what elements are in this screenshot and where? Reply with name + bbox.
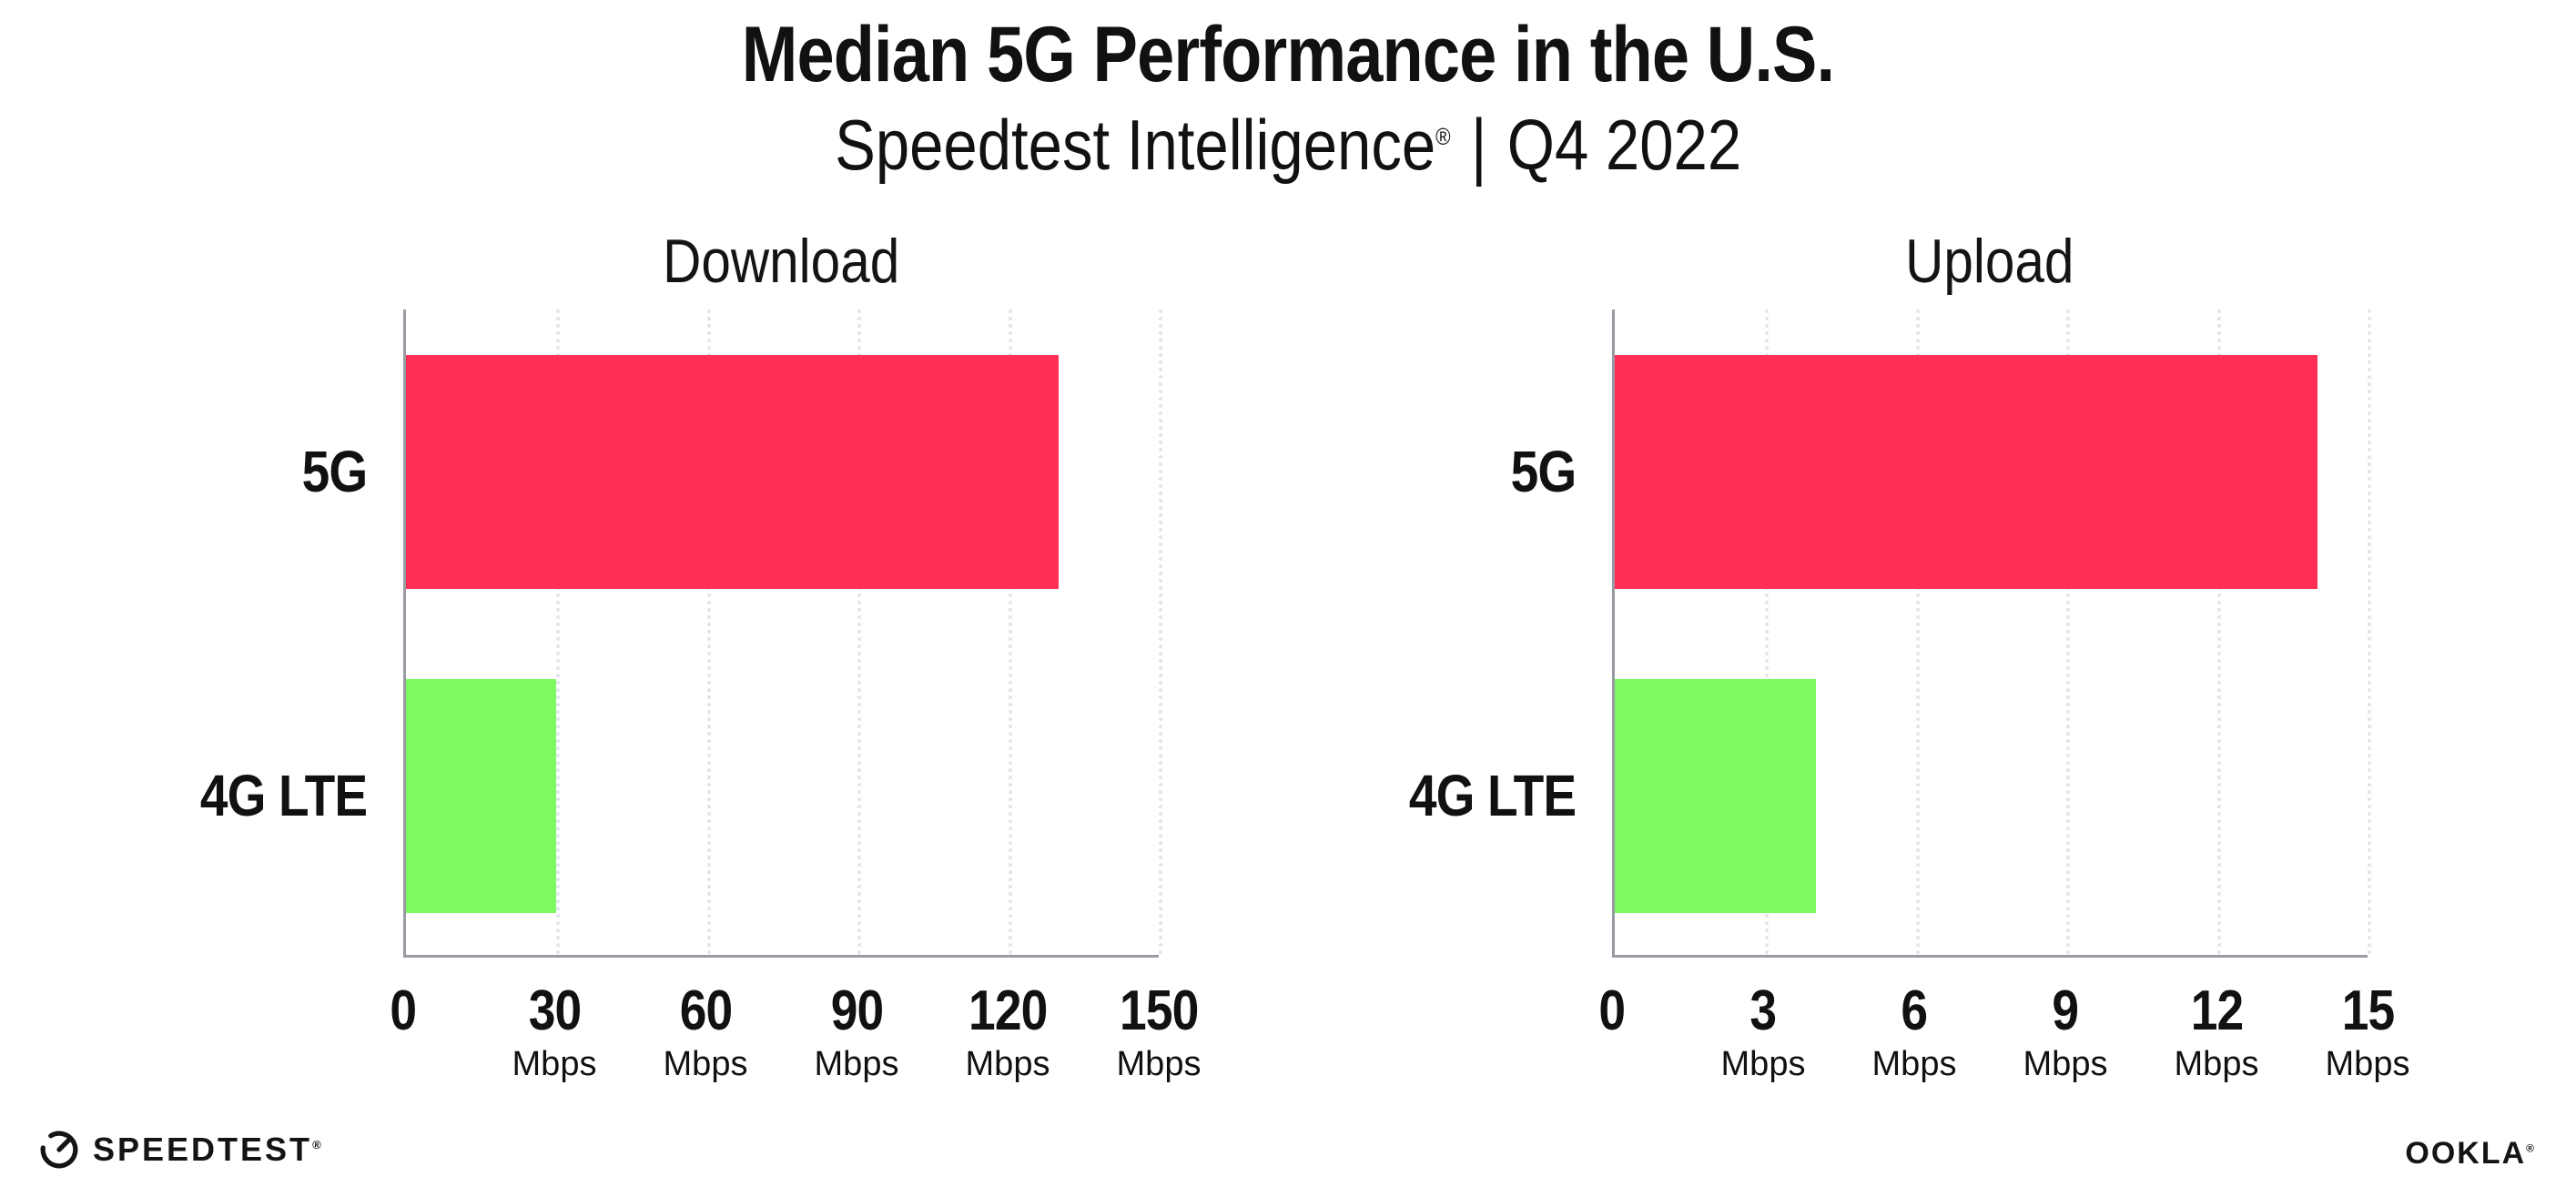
tick-value: 6 (1814, 981, 2014, 1040)
tick-value: 30 (454, 981, 654, 1040)
tick-value: 3 (1663, 981, 1863, 1040)
tick-value-text: 15 (2341, 979, 2394, 1042)
page-title: Median 5G Performance in the U.S. (741, 11, 1835, 98)
category-label-text: 5G (301, 439, 368, 504)
chart-title-upload: Upload (1612, 226, 2368, 297)
tick-unit: Mbps (1116, 1045, 1202, 1084)
plot-area-upload (1612, 309, 2371, 958)
gridline-60 (706, 309, 711, 955)
tick-value: 90 (756, 981, 957, 1040)
tick-value-text: 6 (1901, 979, 1929, 1042)
x-tick-12: 12 Mbps (2116, 981, 2317, 1084)
category-label-text: 4G LTE (1408, 763, 1577, 828)
x-tick-0: 0 (1512, 981, 1712, 1040)
gridline-90 (857, 309, 862, 955)
tick-value-text: 0 (390, 979, 418, 1042)
tick-value: 120 (908, 981, 1108, 1040)
bar-5g (406, 355, 1059, 589)
page-subtitle: Speedtest Intelligence® | Q4 2022 (0, 102, 2576, 188)
speedtest-trademark: ® (312, 1138, 324, 1151)
subtitle-separator: | (1470, 102, 1487, 188)
x-tick-90: 90 Mbps (756, 981, 957, 1084)
tick-value-text: 150 (1119, 979, 1199, 1042)
tick-value: 9 (1965, 981, 2165, 1040)
tick-value: 12 (2116, 981, 2317, 1040)
subtitle-period: Q4 2022 (1506, 104, 1742, 185)
tick-unit: Mbps (2023, 1045, 2108, 1084)
tick-unit: Mbps (1720, 1045, 1806, 1084)
tick-value: 15 (2267, 981, 2468, 1040)
category-label-5g: 5G (1230, 309, 1577, 634)
speedtest-wordmark: SPEEDTEST® (93, 1131, 324, 1168)
gridline-12 (2216, 309, 2221, 955)
ookla-registered-mark: ® (2526, 1141, 2536, 1155)
x-tick-3: 3 Mbps (1663, 981, 1863, 1084)
category-label-text: 5G (1510, 439, 1577, 504)
tick-unit: Mbps (814, 1045, 899, 1084)
subtitle-brand: Speedtest Intelligence (834, 104, 1436, 185)
category-label-5g: 5G (21, 309, 368, 634)
tick-value-text: 60 (679, 979, 732, 1042)
x-tick-60: 60 Mbps (605, 981, 806, 1084)
tick-value-text: 90 (830, 979, 883, 1042)
gridline-30 (556, 309, 561, 955)
tick-value: 0 (1512, 981, 1712, 1040)
tick-unit: Mbps (512, 1045, 597, 1084)
tick-unit: Mbps (965, 1045, 1050, 1084)
x-tick-150: 150 Mbps (1059, 981, 1259, 1084)
bar-4g-lte (406, 679, 557, 913)
category-label-4g-lte: 4G LTE (21, 634, 368, 958)
gridline-9 (2066, 309, 2071, 955)
registered-mark: ® (1435, 122, 1451, 150)
tick-unit: Mbps (2325, 1045, 2410, 1084)
tick-unit: Mbps (2174, 1045, 2259, 1084)
tick-unit: Mbps (663, 1045, 748, 1084)
chart-title-text: Upload (1905, 227, 2074, 296)
bar-5g (1615, 355, 2317, 589)
x-tick-15: 15 Mbps (2267, 981, 2468, 1084)
gridline-120 (1008, 309, 1012, 955)
tick-value-text: 30 (528, 979, 581, 1042)
header: Median 5G Performance in the U.S. Speedt… (0, 11, 2576, 188)
x-tick-6: 6 Mbps (1814, 981, 2014, 1084)
tick-value: 60 (605, 981, 806, 1040)
tick-value-text: 3 (1749, 979, 1778, 1042)
plot-area-download (403, 309, 1162, 958)
category-label-text: 4G LTE (199, 763, 368, 828)
gridline-3 (1765, 309, 1770, 955)
tick-value: 150 (1059, 981, 1259, 1040)
gridline-6 (1915, 309, 1920, 955)
chart-download: Download 5G 4G LTE 0 30 Mbps 60 Mbps 90 Mbps 120 Mb… (21, 209, 1202, 1129)
ookla-logo: OOKLA® (2405, 1136, 2536, 1172)
gridline-15 (2368, 309, 2371, 955)
category-label-4g-lte: 4G LTE (1230, 634, 1577, 958)
bar-4g-lte (1615, 679, 1816, 913)
speedtest-logo: SPEEDTEST® (38, 1129, 324, 1171)
speedtest-gauge-icon (40, 1131, 78, 1169)
x-tick-30: 30 Mbps (454, 981, 654, 1084)
tick-value-text: 120 (968, 979, 1048, 1042)
ookla-wordmark: OOKLA® (2405, 1136, 2536, 1171)
tick-unit: Mbps (1871, 1045, 1957, 1084)
tick-value-text: 0 (1598, 979, 1627, 1042)
x-tick-9: 9 Mbps (1965, 981, 2165, 1084)
tick-value-text: 12 (2190, 979, 2243, 1042)
chart-title-text: Download (662, 227, 900, 296)
x-tick-120: 120 Mbps (908, 981, 1108, 1084)
gridline-150 (1159, 309, 1162, 955)
tick-value: 0 (303, 981, 503, 1040)
x-tick-0: 0 (303, 981, 503, 1040)
chart-title-download: Download (403, 226, 1159, 297)
chart-upload: Upload 5G 4G LTE 0 3 Mbps 6 Mbps 9 Mbps 12 Mbps 15 Mb… (1230, 209, 2410, 1129)
tick-value-text: 9 (2052, 979, 2080, 1042)
